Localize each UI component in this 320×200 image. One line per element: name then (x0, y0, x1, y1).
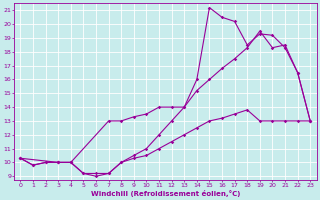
X-axis label: Windchill (Refroidissement éolien,°C): Windchill (Refroidissement éolien,°C) (91, 190, 240, 197)
